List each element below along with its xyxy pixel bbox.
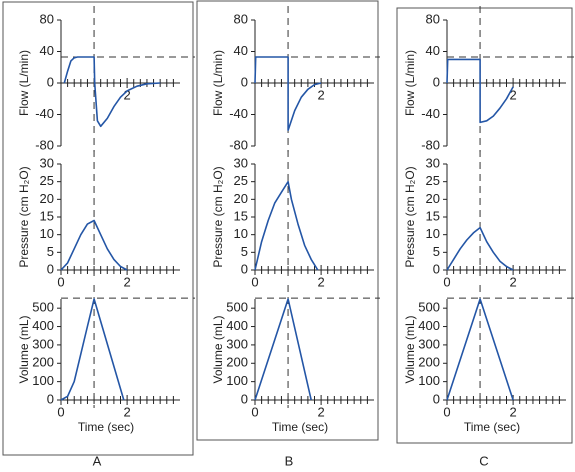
y-tick-label: 10 [426, 226, 440, 241]
y-axis-label: Volume (mL) [403, 315, 417, 383]
data-line [254, 56, 322, 132]
x-tick-label: 2 [317, 87, 324, 102]
panel-frame [396, 7, 573, 444]
y-axis-label: Pressure (cm H₂O) [211, 166, 225, 267]
data-line [63, 56, 161, 128]
y-tick-label: 500 [226, 300, 248, 315]
y-tick-label: 100 [418, 373, 440, 388]
y-tick-label: 100 [32, 373, 54, 388]
x-tick-label: 2 [123, 274, 130, 289]
y-tick-label: 15 [40, 208, 54, 223]
x-tick-label: 0 [57, 404, 64, 419]
data-line [446, 226, 514, 271]
y-tick-label: 25 [40, 173, 54, 188]
panel-label: A [93, 453, 102, 468]
y-tick-label: 30 [426, 155, 440, 170]
y-tick-label: -40 [229, 106, 248, 121]
x-tick-label: 0 [443, 274, 450, 289]
x-tick-label: 0 [251, 274, 258, 289]
y-axis-label: Volume (mL) [17, 315, 31, 383]
panel-label: C [479, 453, 488, 468]
y-tick-label: 0 [47, 261, 54, 276]
y-tick-label: 0 [433, 261, 440, 276]
y-tick-label: 25 [234, 173, 248, 188]
y-tick-label: 200 [226, 355, 248, 370]
y-tick-label: 15 [234, 208, 248, 223]
x-tick-label: 2 [123, 87, 130, 102]
y-tick-label: 400 [418, 318, 440, 333]
y-tick-label: 80 [234, 11, 248, 26]
x-tick-label: 2 [317, 274, 324, 289]
data-line [446, 298, 514, 401]
panel-frame [196, 0, 379, 441]
y-tick-label: 30 [234, 155, 248, 170]
panel-frame [2, 1, 194, 456]
x-tick-label: 0 [251, 404, 258, 419]
data-line [60, 219, 128, 271]
y-tick-label: 30 [40, 155, 54, 170]
data-line [254, 180, 319, 271]
y-tick-label: 400 [32, 318, 54, 333]
x-axis-label: Time (sec) [78, 420, 134, 434]
y-axis-label: Pressure (cm H₂O) [17, 166, 31, 267]
y-tick-label: 25 [426, 173, 440, 188]
y-tick-label: -80 [421, 137, 440, 152]
y-tick-label: 15 [426, 208, 440, 223]
y-tick-label: 0 [241, 391, 248, 406]
y-tick-label: 0 [433, 391, 440, 406]
y-axis-label: Flow (L/min) [403, 50, 417, 116]
y-tick-label: -40 [421, 106, 440, 121]
y-tick-label: 400 [226, 318, 248, 333]
y-tick-label: 500 [32, 300, 54, 315]
y-tick-label: 20 [40, 191, 54, 206]
y-tick-label: 300 [418, 336, 440, 351]
y-tick-label: 40 [426, 43, 440, 58]
y-axis-label: Pressure (cm H₂O) [403, 166, 417, 267]
y-axis-label: Volume (mL) [211, 315, 225, 383]
y-tick-label: -40 [35, 106, 54, 121]
y-axis-label: Flow (L/min) [17, 50, 31, 116]
y-tick-label: 5 [47, 244, 54, 259]
y-tick-label: 0 [47, 391, 54, 406]
y-tick-label: 10 [234, 226, 248, 241]
y-tick-label: 0 [47, 74, 54, 89]
y-tick-label: -80 [229, 137, 248, 152]
y-tick-label: 0 [241, 74, 248, 89]
x-tick-label: 2 [509, 404, 516, 419]
y-tick-label: -80 [35, 137, 54, 152]
y-tick-label: 100 [226, 373, 248, 388]
data-line [60, 298, 125, 401]
x-tick-label: 0 [443, 404, 450, 419]
x-tick-label: 2 [509, 274, 516, 289]
x-tick-label: 0 [57, 274, 64, 289]
data-line [254, 298, 312, 401]
y-axis-label: Flow (L/min) [211, 50, 225, 116]
x-axis-label: Time (sec) [272, 420, 328, 434]
y-tick-label: 40 [234, 43, 248, 58]
y-tick-label: 500 [418, 300, 440, 315]
y-tick-label: 20 [234, 191, 248, 206]
y-tick-label: 80 [426, 11, 440, 26]
y-tick-label: 200 [32, 355, 54, 370]
x-tick-label: 2 [509, 87, 516, 102]
x-tick-label: 2 [123, 404, 130, 419]
y-tick-label: 0 [433, 74, 440, 89]
y-tick-label: 0 [241, 261, 248, 276]
y-tick-label: 5 [433, 244, 440, 259]
y-tick-label: 300 [226, 336, 248, 351]
y-tick-label: 80 [40, 11, 54, 26]
y-tick-label: 200 [418, 355, 440, 370]
y-tick-label: 300 [32, 336, 54, 351]
x-tick-label: 2 [317, 404, 324, 419]
x-axis-label: Time (sec) [464, 420, 520, 434]
y-tick-label: 10 [40, 226, 54, 241]
y-tick-label: 40 [40, 43, 54, 58]
data-line [446, 58, 514, 124]
y-tick-label: 5 [241, 244, 248, 259]
panel-label: B [285, 453, 294, 468]
y-tick-label: 20 [426, 191, 440, 206]
